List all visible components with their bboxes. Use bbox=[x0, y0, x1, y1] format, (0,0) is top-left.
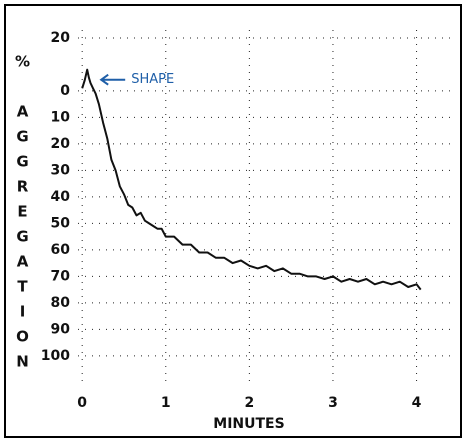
y-tick-label: 20 bbox=[51, 30, 71, 46]
data-line bbox=[81, 68, 422, 291]
x-axis-label: MINUTES bbox=[213, 416, 284, 432]
y-tick-label: 50 bbox=[51, 215, 71, 231]
y-tick-label: 0 bbox=[60, 83, 70, 99]
x-tick-label: 1 bbox=[161, 395, 171, 411]
x-tick-label: 3 bbox=[328, 395, 338, 411]
y-tick-label: 60 bbox=[51, 242, 71, 258]
y-tick-label: 10 bbox=[51, 109, 71, 125]
frame bbox=[4, 4, 462, 438]
y-tick-label: 40 bbox=[51, 189, 71, 205]
y-tick-label: 30 bbox=[51, 162, 71, 178]
y-tick-label: 90 bbox=[51, 321, 71, 337]
x-tick-label: 4 bbox=[412, 395, 422, 411]
annotation-arrow bbox=[99, 73, 126, 86]
y-tick-label: 20 bbox=[51, 136, 71, 152]
y-tick-label: 100 bbox=[41, 348, 70, 364]
x-tick-label: 2 bbox=[244, 395, 254, 411]
y-tick-label: 80 bbox=[51, 295, 71, 311]
annotation: SHAPE bbox=[131, 72, 174, 87]
y-tick-label: 70 bbox=[51, 268, 71, 284]
y-axis-label: % AGGREGATION bbox=[14, 53, 32, 378]
x-tick-label: 0 bbox=[77, 395, 87, 411]
